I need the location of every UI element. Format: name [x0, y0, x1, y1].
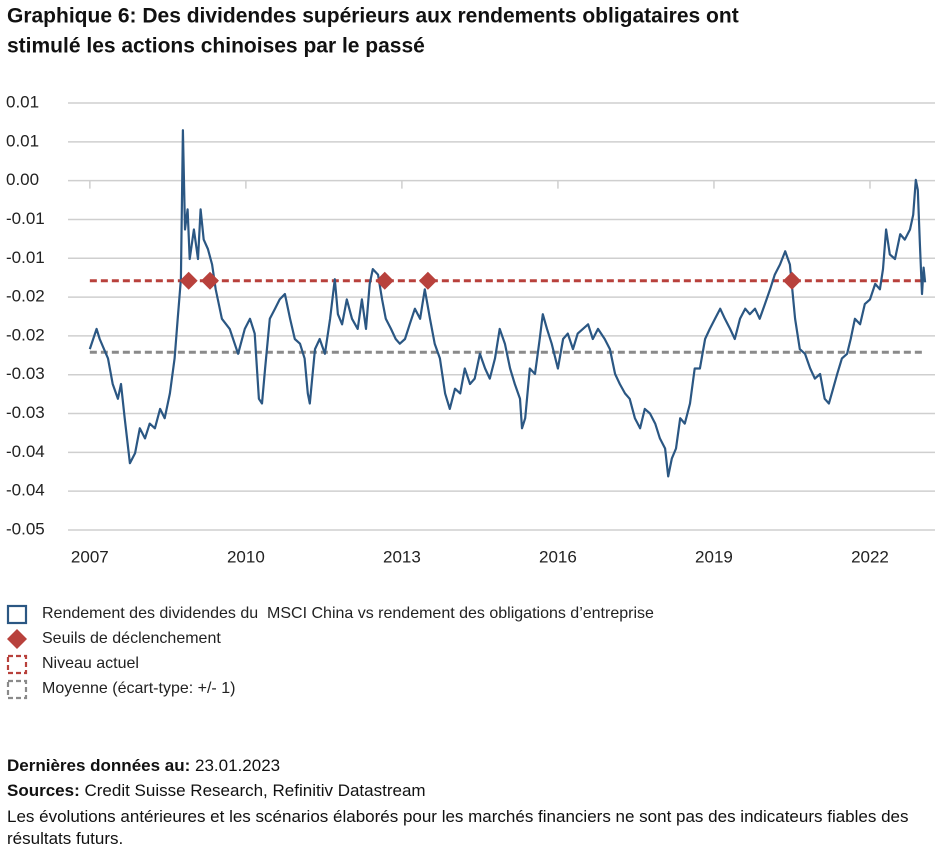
x-tick-label: 2016 — [539, 547, 577, 566]
last-data: Dernières données au: 23.01.2023 — [7, 755, 932, 777]
chart-title: stimulé les actions chinoises par le pas… — [7, 35, 425, 58]
x-tick-label: 2022 — [851, 547, 889, 566]
y-tick-label: -0.01 — [6, 209, 45, 228]
trigger-marker — [200, 271, 219, 290]
legend-swatch — [7, 629, 27, 649]
x-tick-label: 2007 — [71, 547, 109, 566]
trigger-marker — [179, 271, 198, 290]
trigger-marker — [375, 271, 394, 290]
y-tick-label: -0.05 — [6, 519, 45, 538]
chart-title: Graphique 6: Des dividendes supérieurs a… — [7, 5, 739, 28]
y-tick-label: 0.00 — [6, 170, 39, 189]
x-tick-label: 2010 — [227, 547, 265, 566]
y-tick-label: 0.01 — [6, 92, 39, 111]
legend-swatch — [6, 654, 28, 675]
y-tick-label: -0.02 — [6, 325, 45, 344]
y-tick-label: -0.04 — [6, 481, 45, 500]
y-tick-label: -0.04 — [6, 442, 45, 461]
y-tick-label: -0.03 — [6, 403, 45, 422]
legend-swatch — [6, 679, 28, 700]
y-tick-label: -0.03 — [6, 364, 45, 383]
trigger-marker — [418, 271, 437, 290]
trigger-marker — [782, 271, 801, 290]
disclaimer: Les évolutions antérieures et les scénar… — [7, 807, 909, 848]
text: Credit Suisse Research, Refinitiv Datast… — [84, 781, 426, 800]
y-tick-label: -0.02 — [6, 287, 45, 306]
legend-label: Rendement des dividendes du MSCI China v… — [42, 605, 654, 622]
label: Dernières données au: — [7, 756, 191, 775]
x-tick-label: 2013 — [383, 547, 421, 566]
y-tick-label: 0.01 — [6, 131, 39, 150]
x-tick-label: 2019 — [695, 547, 733, 566]
legend-label: Niveau actuel — [42, 655, 139, 672]
legend-swatch — [6, 604, 28, 625]
legend-label: Seuils de déclenchement — [42, 630, 221, 647]
date: 23.01.2023 — [195, 756, 281, 775]
data-line — [88, 129, 927, 478]
legend-label: Moyenne (écart-type: +/- 1) — [42, 680, 235, 697]
sources: Sources: Credit Suisse Research, Refinit… — [7, 780, 932, 802]
label: Sources: — [7, 781, 80, 800]
y-tick-label: -0.01 — [6, 248, 45, 267]
